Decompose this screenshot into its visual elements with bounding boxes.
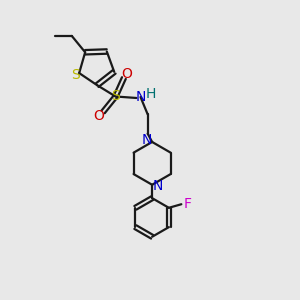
Text: N: N [135,90,146,104]
Text: N: N [152,179,163,193]
Text: O: O [93,110,104,123]
Text: N: N [142,134,152,148]
Text: S: S [71,68,80,82]
Text: F: F [184,197,192,211]
Text: S: S [111,89,120,103]
Text: O: O [122,67,132,81]
Text: H: H [145,86,155,100]
